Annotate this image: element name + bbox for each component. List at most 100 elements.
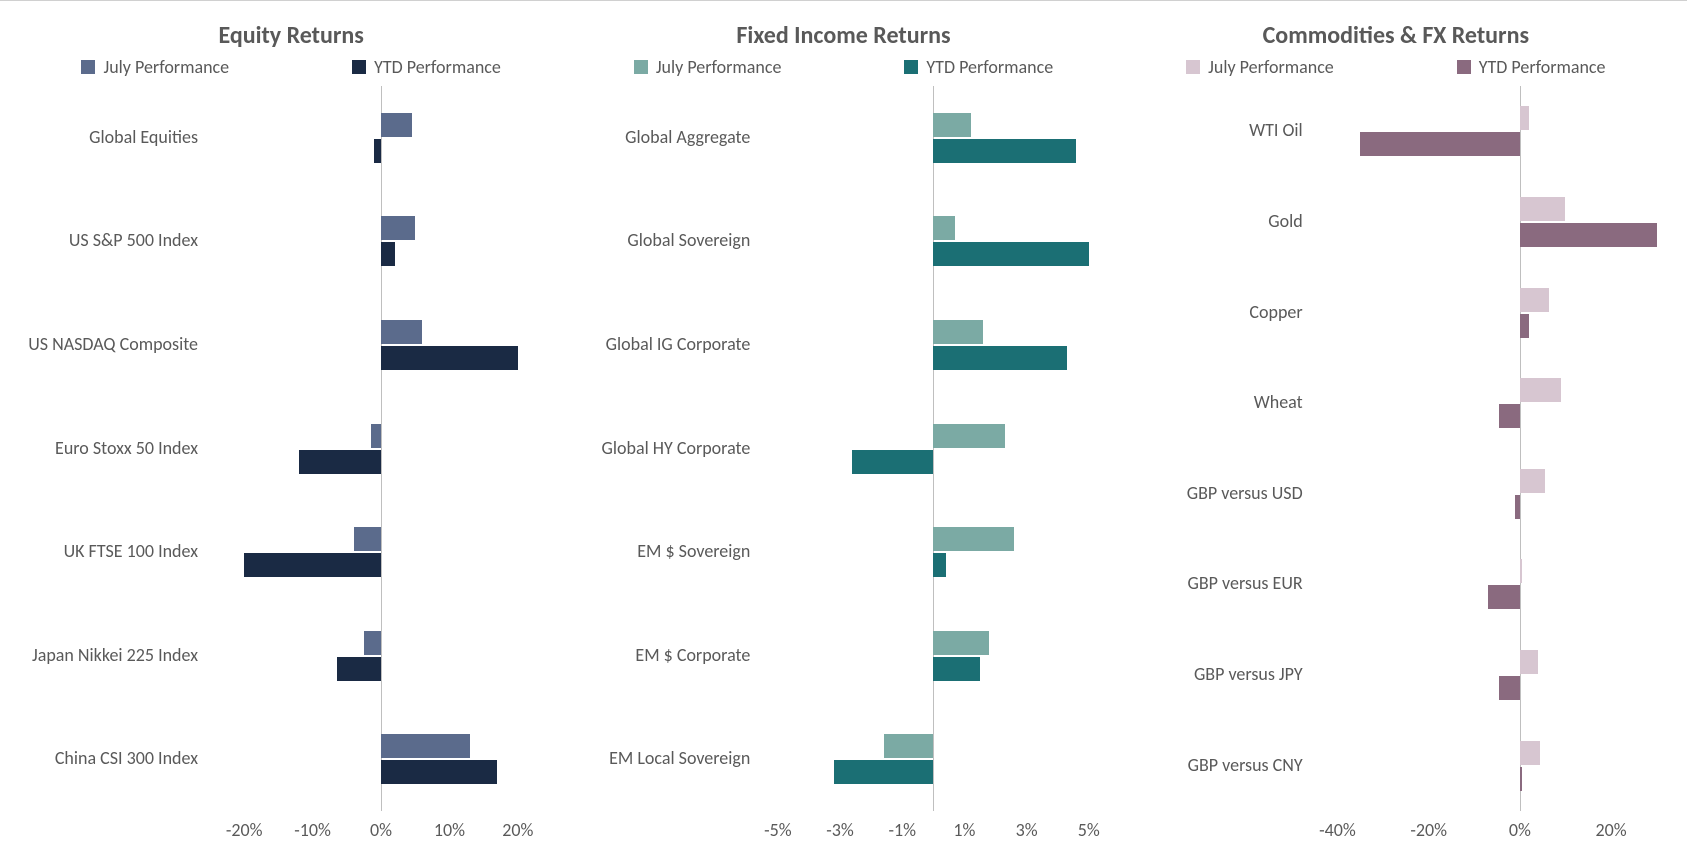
bar-ytd [374, 139, 381, 163]
category-label: UK FTSE 100 Index [20, 542, 198, 562]
bar-july [1520, 106, 1529, 130]
x-tick-label: 10% [434, 819, 465, 841]
x-tick-label: 5% [1078, 819, 1100, 841]
x-tick-label: -40% [1319, 819, 1356, 841]
x-tick-label: -10% [294, 819, 331, 841]
category-label: Global Sovereign [572, 231, 750, 251]
x-tick-label: 1% [953, 819, 975, 841]
legend-label: YTD Performance [926, 56, 1053, 78]
legend-swatch [1457, 60, 1471, 74]
bar-ytd [852, 450, 933, 474]
bar-ytd [933, 139, 1076, 163]
bar-july [1520, 197, 1566, 221]
bar-ytd [244, 553, 381, 577]
x-tick-label: -5% [764, 819, 792, 841]
bar-july [371, 424, 381, 448]
chart-legend: July Performance YTD Performance [572, 56, 1114, 78]
bar-ytd [933, 242, 1088, 266]
bar-ytd [933, 346, 1067, 370]
category-label: Global IG Corporate [572, 335, 750, 355]
bar-july [933, 216, 955, 240]
bar-july [364, 631, 381, 655]
legend-label: YTD Performance [374, 56, 501, 78]
category-label: Global HY Corporate [572, 439, 750, 459]
bar-ytd [1520, 767, 1522, 791]
bar-ytd [1515, 495, 1520, 519]
x-tick-label: 20% [1595, 819, 1626, 841]
bar-july [381, 734, 470, 758]
chart-legend: July Performance YTD Performance [20, 56, 562, 78]
legend-label: July Performance [656, 56, 782, 78]
bar-ytd [834, 760, 933, 784]
category-label: EM $ Corporate [572, 646, 750, 666]
bar-july [933, 527, 1014, 551]
panel-fixed-income: Fixed Income Returns July Performance YTD … [572, 21, 1114, 841]
bar-july [1520, 288, 1550, 312]
chart-title: Equity Returns [20, 21, 562, 50]
legend-item: July Performance [634, 56, 782, 78]
x-tick-label: -1% [888, 819, 916, 841]
x-tick-label: -20% [226, 819, 263, 841]
bar-july [933, 424, 1005, 448]
x-tick-label: 20% [502, 819, 533, 841]
bar-july [1520, 559, 1522, 583]
chart-area: -5%-3%-1%1%3%5%Global AggregateGlobal So… [572, 86, 1114, 841]
category-label: Wheat [1125, 393, 1303, 413]
chart-title: Fixed Income Returns [572, 21, 1114, 50]
category-label: US S&P 500 Index [20, 231, 198, 251]
bar-july [1520, 650, 1538, 674]
bar-ytd [299, 450, 381, 474]
legend-label: YTD Performance [1479, 56, 1606, 78]
bar-ytd [381, 346, 518, 370]
panels-container: Equity Returns July Performance YTD Perfor… [20, 21, 1667, 841]
bar-july [381, 320, 422, 344]
x-tick-label: 0% [370, 819, 392, 841]
panel-equity: Equity Returns July Performance YTD Perfor… [20, 21, 562, 841]
panel-commodities-fx: Commodities & FX ReturnsJuly Performance… [1125, 21, 1667, 841]
page-root: Equity Returns July Performance YTD Perfor… [0, 0, 1687, 851]
legend-label: July Performance [1208, 56, 1334, 78]
category-label: GBP versus EUR [1125, 575, 1303, 595]
bar-ytd [933, 657, 980, 681]
bar-ytd [1360, 132, 1520, 156]
bar-july [884, 734, 934, 758]
category-label: EM $ Sovereign [572, 542, 750, 562]
category-label: US NASDAQ Composite [20, 335, 198, 355]
x-tick-label: -3% [826, 819, 854, 841]
legend-item: July Performance [81, 56, 229, 78]
bar-ytd [381, 242, 395, 266]
x-tick-label: -20% [1410, 819, 1447, 841]
bar-july [933, 320, 983, 344]
legend-item: YTD Performance [1457, 56, 1606, 78]
bar-ytd [1520, 314, 1529, 338]
bar-july [1520, 378, 1561, 402]
category-label: China CSI 300 Index [20, 749, 198, 769]
bar-july [1520, 741, 1541, 765]
legend-label: July Performance [103, 56, 229, 78]
axis-zero-line [933, 86, 934, 811]
x-tick-label: 3% [1016, 819, 1038, 841]
axis-zero-line [381, 86, 382, 811]
legend-swatch [634, 60, 648, 74]
bar-july [381, 113, 412, 137]
chart-area: -40%-20%0%20%WTI OilGoldCopperWheatGBP v… [1125, 86, 1667, 841]
category-label: EM Local Sovereign [572, 749, 750, 769]
axis-zero-line [1520, 86, 1521, 811]
bar-ytd [933, 553, 945, 577]
category-label: GBP versus JPY [1125, 665, 1303, 685]
legend-item: YTD Performance [352, 56, 501, 78]
bar-july [933, 631, 989, 655]
category-label: WTI Oil [1125, 121, 1303, 141]
category-label: Global Equities [20, 128, 198, 148]
bar-ytd [1499, 404, 1520, 428]
legend-item: YTD Performance [904, 56, 1053, 78]
legend-swatch [1186, 60, 1200, 74]
x-tick-label: 0% [1509, 819, 1531, 841]
legend-item: July Performance [1186, 56, 1334, 78]
bar-july [354, 527, 381, 551]
category-label: Euro Stoxx 50 Index [20, 439, 198, 459]
chart-area: -20% -10% 0% 10% 20% Global Equities US S&P 50… [20, 86, 562, 841]
category-label: GBP versus USD [1125, 484, 1303, 504]
category-label: Japan Nikkei 225 Index [20, 646, 198, 666]
bar-july [933, 113, 970, 137]
